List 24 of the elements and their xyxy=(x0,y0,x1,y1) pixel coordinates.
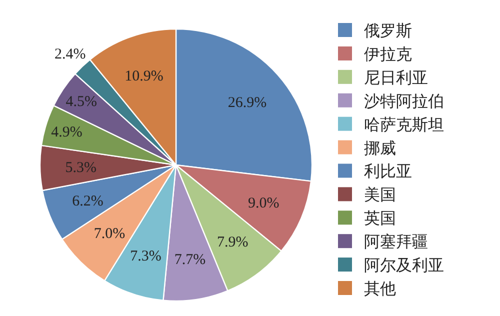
data-label: 4.9% xyxy=(51,124,82,140)
legend-label: 利比亚 xyxy=(364,162,412,181)
legend-label: 阿尔及利亚 xyxy=(364,256,444,275)
legend-label: 阿塞拜疆 xyxy=(364,232,428,252)
data-label: 10.9% xyxy=(124,68,164,84)
legend-label: 俄罗斯 xyxy=(364,21,412,40)
data-label: 7.9% xyxy=(217,234,248,250)
data-label: 7.7% xyxy=(174,252,206,268)
data-label: 9.0% xyxy=(248,195,280,212)
legend-label: 挪威 xyxy=(364,138,396,158)
data-label: 6.2% xyxy=(72,194,104,210)
legend-label: 尼日利亚 xyxy=(364,68,428,87)
data-label: 26.9% xyxy=(228,94,267,111)
legend-label: 伊拉克 xyxy=(364,44,412,64)
legend-label: 美国 xyxy=(364,185,396,204)
data-label: 7.3% xyxy=(130,248,162,264)
legend-label: 其他 xyxy=(364,279,396,298)
data-label: 4.5% xyxy=(66,94,97,110)
legend-label: 沙特阿拉伯 xyxy=(364,91,444,110)
data-label: 7.0% xyxy=(94,226,126,242)
legend-label: 英国 xyxy=(364,208,396,228)
legend-label: 哈萨克斯坦 xyxy=(364,114,444,134)
data-label: 5.3% xyxy=(65,160,96,176)
data-label: 2.4% xyxy=(54,46,86,63)
